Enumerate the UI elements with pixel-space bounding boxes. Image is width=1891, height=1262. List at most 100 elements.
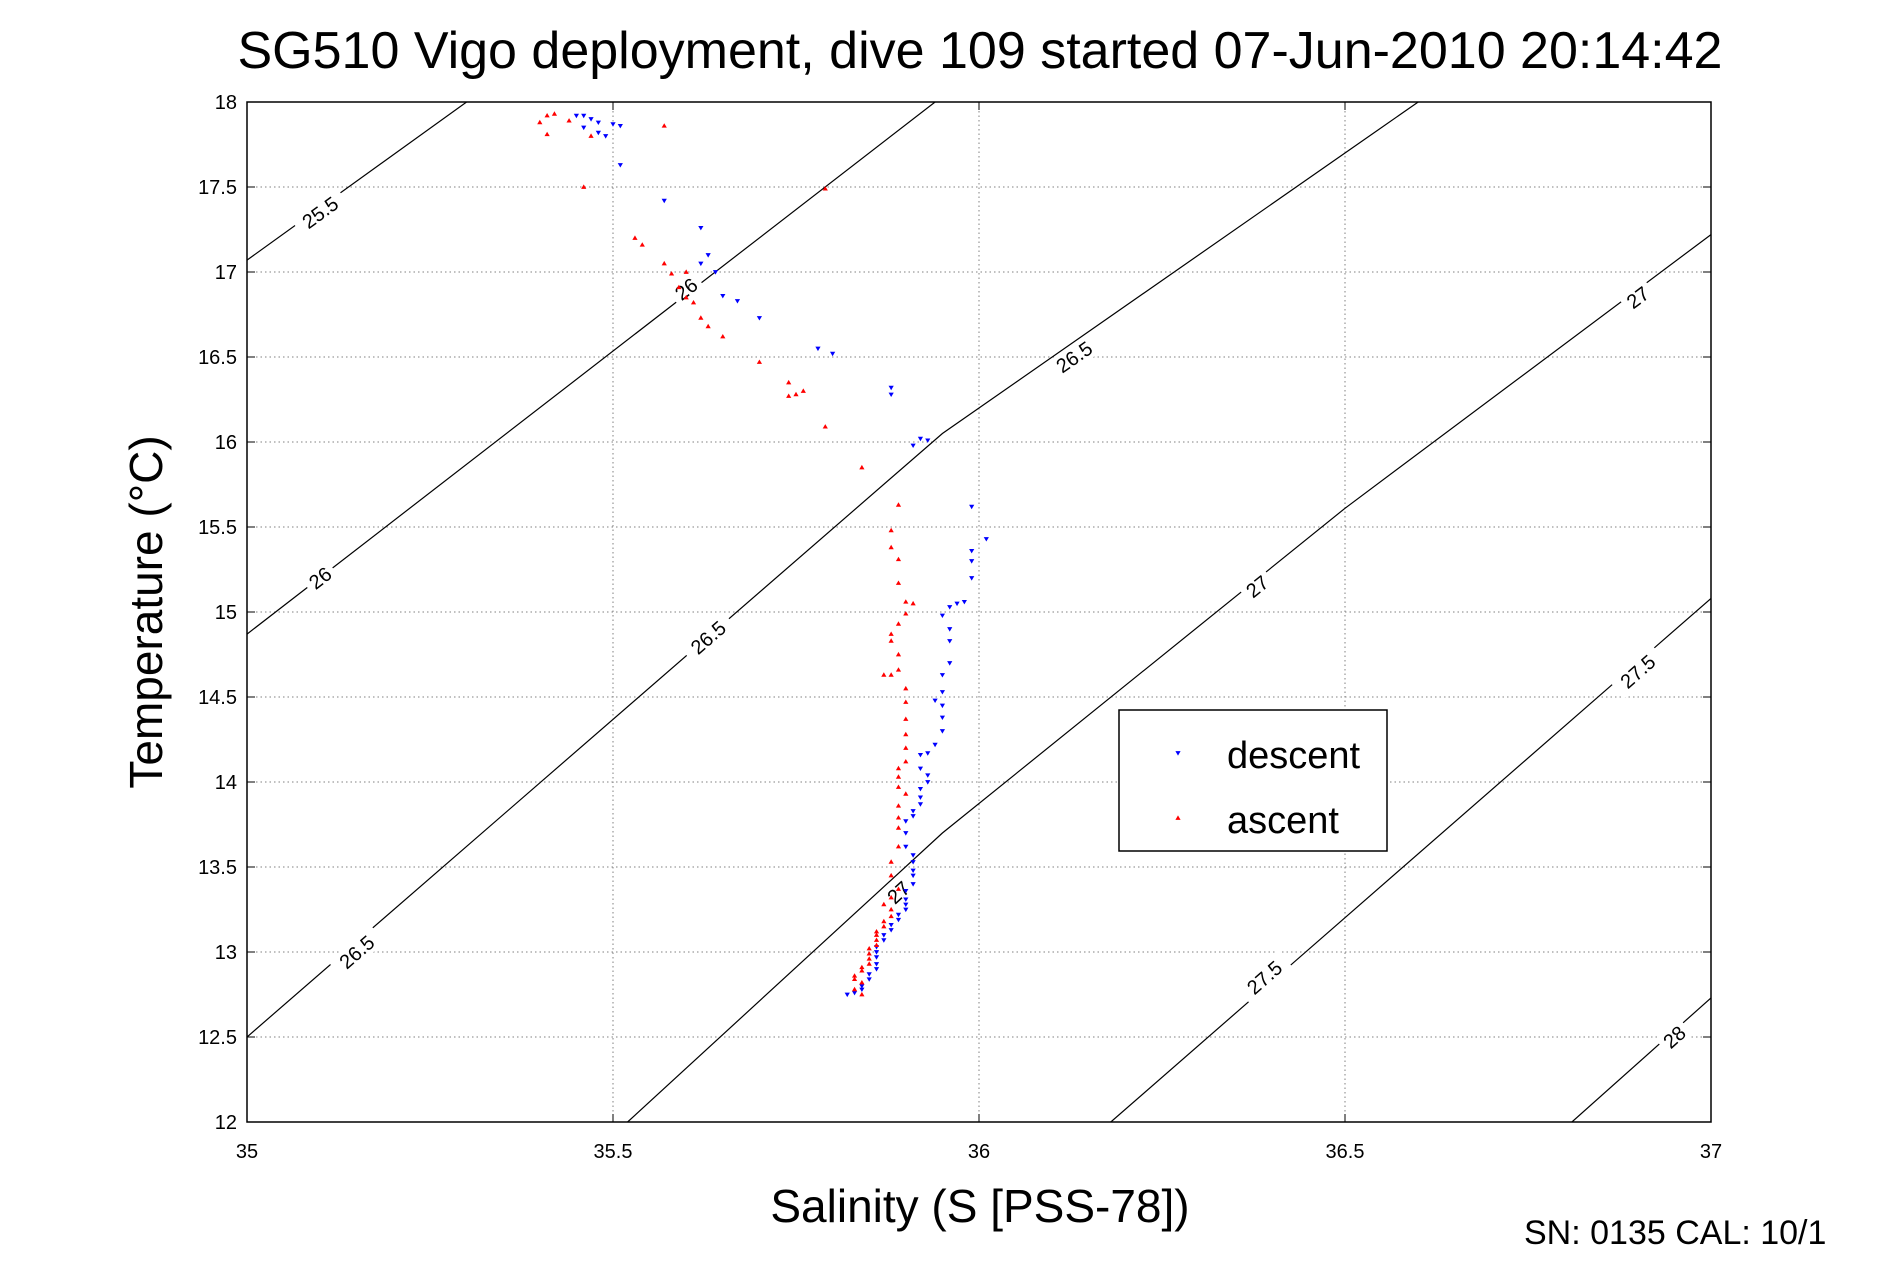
ascent-point	[903, 731, 909, 737]
density-contour-line	[247, 102, 936, 635]
descent-point	[830, 351, 836, 357]
descent-point	[954, 601, 960, 607]
descent-point	[910, 443, 916, 448]
descent-point	[969, 504, 975, 510]
descent-point	[903, 844, 909, 850]
ascent-point	[873, 937, 880, 942]
ascent-point	[822, 186, 828, 191]
ascent-point	[851, 986, 858, 992]
ascent-point	[903, 759, 909, 764]
descent-point	[917, 786, 924, 792]
ascent-point	[895, 580, 902, 585]
ascent-point	[720, 334, 726, 339]
ascent-point	[866, 961, 872, 966]
ascent-point	[888, 631, 894, 636]
descent-point	[925, 438, 931, 443]
descent-point	[756, 316, 762, 321]
descent-point	[910, 868, 916, 873]
ascent-point	[866, 946, 872, 951]
descent-point	[917, 795, 924, 800]
descent-point	[888, 928, 894, 933]
density-contour-line	[247, 102, 467, 261]
ascent-point	[851, 973, 858, 978]
ascent-point	[544, 113, 550, 118]
ascent-point	[632, 235, 638, 240]
descent-point	[903, 819, 909, 824]
descent-point	[581, 125, 587, 131]
contour-label-bg	[679, 610, 737, 665]
contour-label: 26	[666, 270, 706, 308]
x-tick-label: 36.5	[1326, 1141, 1365, 1163]
y-tick-label: 16.5	[198, 347, 237, 369]
y-tick-label: 14	[215, 772, 237, 794]
descent-point	[917, 436, 924, 442]
ascent-point	[786, 379, 792, 385]
legend-box	[1118, 709, 1388, 852]
y-tick-label: 12.5	[198, 1027, 237, 1049]
descent-point	[573, 113, 579, 119]
descent-point	[595, 130, 601, 136]
y-tick-label: 18	[215, 92, 237, 114]
descent-point	[969, 559, 975, 564]
contour-label-bg	[1236, 950, 1293, 1005]
descent-point	[939, 673, 945, 678]
ascent-point	[639, 242, 645, 247]
descent-point	[947, 605, 953, 610]
x-tick-label: 35	[236, 1141, 258, 1163]
series-descent	[573, 113, 989, 998]
y-tick-label: 13	[215, 942, 237, 964]
ascent-point	[888, 859, 894, 864]
contour-label: 26	[300, 559, 340, 597]
density-contour-line	[1571, 997, 1711, 1122]
contour-label: 27.5	[1609, 644, 1667, 699]
ascent-point	[705, 323, 711, 329]
legend-marker-ascent	[1175, 815, 1181, 820]
descent-point	[851, 990, 858, 996]
contour-label: 27	[879, 873, 918, 912]
descent-point	[698, 225, 704, 231]
ascent-point	[910, 600, 916, 606]
descent-point	[903, 902, 909, 907]
ascent-point	[851, 976, 858, 982]
ascent-point	[888, 895, 894, 900]
descent-point	[895, 917, 902, 923]
ascent-point	[859, 464, 865, 470]
descent-point	[910, 853, 916, 858]
ascent-point	[903, 699, 909, 704]
density-contour-line	[1110, 597, 1711, 1122]
ascent-point	[903, 791, 909, 796]
ascent-point	[888, 544, 894, 550]
ascent-point	[859, 964, 865, 970]
ascent-point	[881, 923, 887, 929]
ascent-point	[756, 359, 762, 364]
descent-point	[917, 752, 924, 758]
contour-label: 25.5	[291, 187, 350, 238]
contour-label-bg	[1044, 331, 1104, 383]
x-tick-label: 36	[968, 1141, 990, 1163]
descent-point	[939, 703, 945, 709]
y-axis-label: Temperature (°C)	[120, 435, 172, 788]
contour-label-bg	[879, 873, 918, 912]
descent-point	[903, 907, 909, 913]
descent-point	[859, 987, 865, 992]
ascent-point	[903, 745, 909, 750]
contour-label-bg	[300, 559, 340, 597]
descent-point	[581, 113, 587, 119]
ascent-point	[793, 391, 799, 397]
contour-label: 27	[1618, 279, 1658, 316]
descent-point	[720, 293, 726, 299]
ascent-point	[873, 929, 880, 934]
ascent-point	[668, 271, 675, 276]
ascent-point	[581, 184, 587, 189]
x-tick-label: 35.5	[594, 1141, 633, 1163]
descent-point	[610, 122, 616, 127]
density-contour-line	[247, 102, 1419, 1038]
y-tick-label: 15.5	[198, 517, 237, 539]
ascent-point	[873, 932, 880, 937]
y-tick-label: 16	[215, 432, 237, 454]
contour-label-bg	[1618, 279, 1658, 316]
ascent-point	[903, 611, 909, 616]
y-tick-label: 12	[215, 1112, 237, 1134]
descent-point	[932, 742, 938, 748]
grid-lines	[246, 101, 1712, 1123]
